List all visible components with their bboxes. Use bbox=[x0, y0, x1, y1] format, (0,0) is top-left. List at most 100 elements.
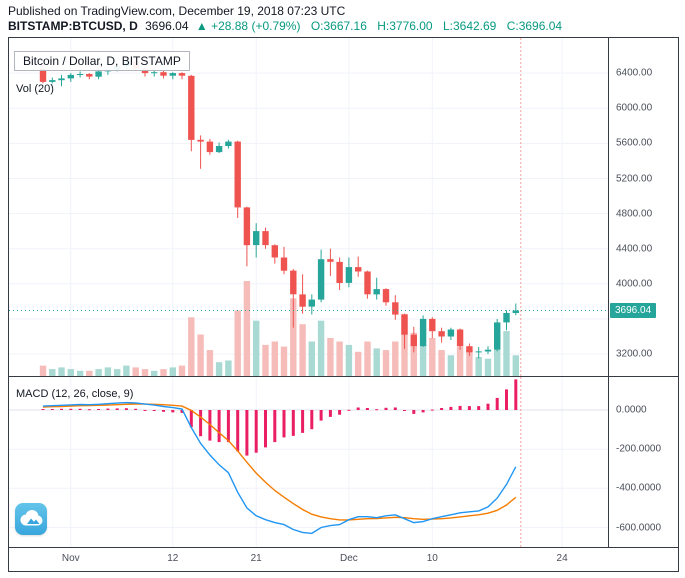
price-axis-label: 3200.00 bbox=[616, 348, 653, 360]
close-value: 3696.04 bbox=[518, 19, 563, 33]
candle-body bbox=[225, 141, 232, 146]
macd-pane-canvas[interactable] bbox=[9, 377, 608, 547]
candle-body bbox=[243, 207, 251, 246]
volume-legend[interactable]: Vol (20) bbox=[16, 83, 54, 95]
cloud-mountain-icon bbox=[20, 510, 43, 526]
volume-bar bbox=[484, 358, 492, 376]
price-axis-label: 6400.00 bbox=[616, 67, 653, 79]
volume-bar bbox=[364, 341, 371, 376]
macd-histogram-bar bbox=[134, 408, 138, 410]
candle-body bbox=[373, 289, 380, 295]
ohlc-high: H:3776.00 bbox=[377, 19, 432, 33]
volume-bar bbox=[382, 350, 390, 376]
macd-histogram-bar bbox=[458, 405, 462, 410]
time-axis-label: 12 bbox=[167, 553, 179, 564]
candle-body bbox=[234, 141, 241, 208]
candle-body bbox=[262, 231, 269, 246]
pane-separator[interactable] bbox=[9, 376, 678, 377]
candle-body bbox=[401, 314, 408, 335]
candle-body bbox=[280, 257, 288, 271]
volume-bar bbox=[123, 365, 130, 376]
macd-histogram-bar bbox=[393, 407, 397, 410]
macd-histogram-bar bbox=[106, 408, 110, 410]
macd-histogram-bar bbox=[60, 408, 63, 410]
macd-histogram-bar bbox=[356, 407, 360, 410]
symbol-name: BITSTAMP:BTCUSD, D bbox=[8, 19, 138, 33]
tradingview-logo[interactable] bbox=[15, 503, 47, 535]
volume-bar bbox=[104, 367, 112, 376]
price-pane-canvas[interactable] bbox=[9, 38, 608, 376]
price-change: ▲ +28.88 (+0.79%) bbox=[195, 19, 301, 33]
open-value: 3667.16 bbox=[323, 19, 367, 33]
volume-layer bbox=[39, 281, 519, 376]
macd-histogram-bar bbox=[514, 379, 518, 410]
macd-histogram-bar bbox=[254, 410, 258, 453]
volume-bar bbox=[67, 369, 74, 376]
chart-legend[interactable]: Bitcoin / Dollar, D, BITSTAMP bbox=[14, 51, 190, 71]
macd-histogram-bar bbox=[124, 408, 128, 410]
macd-histogram-bar bbox=[273, 410, 277, 443]
time-axis[interactable]: Nov 12 21 Dec 10 24 bbox=[9, 548, 608, 571]
volume-bar bbox=[215, 362, 223, 376]
volume-bar bbox=[438, 350, 445, 376]
current-price-badge: 3696.04 bbox=[610, 302, 657, 318]
candle-body bbox=[447, 329, 455, 337]
candle-body bbox=[206, 141, 214, 153]
volume-bar bbox=[466, 350, 473, 376]
volume-bar bbox=[225, 360, 232, 376]
volume-bar bbox=[169, 367, 176, 376]
volume-bar bbox=[151, 370, 158, 376]
candle-body bbox=[86, 74, 93, 77]
macd-histogram-bar bbox=[78, 408, 82, 410]
macd-histogram-bar bbox=[291, 410, 295, 436]
volume-bar bbox=[410, 332, 417, 376]
candle-body bbox=[271, 245, 278, 258]
macd-histogram-bar bbox=[375, 409, 379, 411]
macd-histogram-bar bbox=[421, 410, 425, 413]
candle-body bbox=[160, 72, 167, 76]
candle-body bbox=[494, 322, 501, 350]
candle-body bbox=[336, 261, 343, 283]
macd-legend[interactable]: MACD (12, 26, close, 9) bbox=[16, 388, 134, 400]
macd-histogram-bar bbox=[301, 410, 305, 433]
macd-histogram-bar bbox=[328, 410, 332, 417]
published-caption: Published on TradingView.com, December 1… bbox=[8, 4, 346, 18]
candle-body bbox=[466, 346, 473, 353]
volume-bar bbox=[58, 367, 65, 376]
candle-body bbox=[58, 78, 65, 81]
ohlc-close: C:3696.04 bbox=[507, 19, 562, 33]
volume-bar bbox=[188, 317, 195, 376]
time-axis-label: Dec bbox=[339, 553, 358, 564]
volume-bar bbox=[271, 341, 278, 376]
volume-bar bbox=[392, 341, 399, 376]
price-axis-label: 4800.00 bbox=[616, 208, 653, 220]
macd-histogram-bar bbox=[226, 410, 230, 443]
macd-axis-label: -600.0000 bbox=[616, 522, 662, 533]
macd-axis-label: -400.0000 bbox=[616, 482, 662, 494]
price-axis[interactable]: 6400.00 6000.00 5600.00 5200.00 4800.00 4400.… bbox=[609, 38, 678, 376]
volume-bar bbox=[355, 351, 362, 376]
candle-body bbox=[49, 80, 56, 82]
macd-axis-label: 0.0000 bbox=[616, 404, 647, 416]
macd-histogram-bar bbox=[384, 407, 388, 410]
volume-bar bbox=[76, 370, 84, 376]
volume-bar bbox=[503, 331, 510, 376]
high-label: H: bbox=[377, 19, 390, 33]
volume-bar bbox=[475, 357, 482, 376]
macd-histogram-bar bbox=[50, 409, 54, 410]
candle-body bbox=[429, 318, 436, 332]
volume-bar bbox=[86, 370, 93, 376]
time-axis-label: Nov bbox=[61, 553, 80, 564]
ohlc-low: L:3642.69 bbox=[443, 19, 496, 33]
candle-body bbox=[317, 259, 325, 300]
macd-axis[interactable]: 0.0000 -200.0000 -400.0000 -600.0000 bbox=[609, 377, 678, 547]
macd-histogram-bar bbox=[217, 410, 221, 443]
macd-histogram-bar bbox=[189, 410, 193, 428]
volume-bar bbox=[336, 341, 343, 376]
volume-bar bbox=[419, 344, 427, 376]
price-axis-label: 4000.00 bbox=[616, 278, 653, 290]
macd-histogram-bar bbox=[199, 410, 203, 437]
candle-body bbox=[355, 267, 362, 272]
macd-histogram-bar bbox=[477, 406, 481, 410]
macd-histogram-bar bbox=[440, 408, 444, 410]
